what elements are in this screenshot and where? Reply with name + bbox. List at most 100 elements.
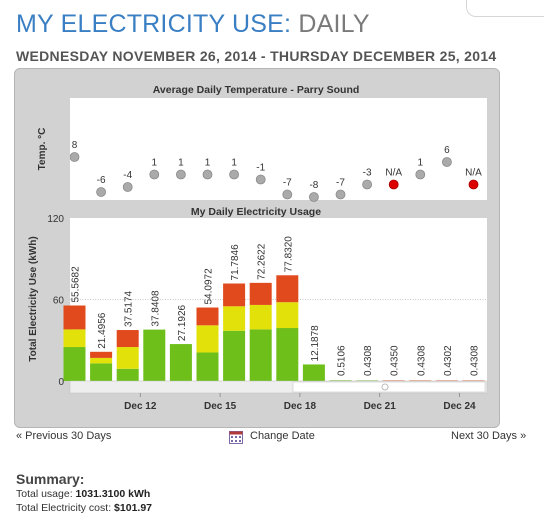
- summary-cost-value: $101.97: [114, 502, 153, 514]
- bar-segment: [90, 357, 113, 364]
- temperature-point: [335, 189, 346, 200]
- temperature-plot-area: [70, 98, 487, 200]
- bar-segment: [143, 329, 166, 381]
- charts-svg: Average Daily Temperature - Parry Sound 8…: [15, 84, 488, 412]
- temperature-point: [415, 169, 426, 180]
- bar-segment: [169, 344, 192, 381]
- bar-segment: [63, 329, 86, 348]
- page-title-main: MY ELECTRICITY USE:: [16, 10, 292, 38]
- temperature-point: [122, 182, 133, 192]
- bar-segment: [196, 325, 219, 353]
- electricity-y-axis-label: Total Electricity Use (kWh): [28, 236, 39, 361]
- temperature-value-label: 1: [152, 158, 158, 169]
- temperature-value-label: 6: [444, 145, 450, 156]
- bar-value-label: 21.4956: [97, 312, 108, 349]
- bar-value-label: 0.4308: [416, 345, 427, 376]
- temperature-value-label: -4: [123, 170, 132, 181]
- scrollbar-handle[interactable]: [293, 382, 485, 392]
- bar-segment: [249, 304, 272, 330]
- x-tick-label: Dec 24: [443, 401, 476, 412]
- bar-value-label: 0.4350: [390, 345, 401, 376]
- summary-usage-value: 1031.3100 kWh: [75, 488, 151, 500]
- bar-value-label: 54.0972: [204, 268, 215, 305]
- bar-value-label: 72.2622: [257, 243, 268, 280]
- y-tick-label: 60: [53, 296, 65, 307]
- temperature-value-label: -7: [336, 178, 345, 189]
- temperature-point: [175, 169, 186, 180]
- bar-value-label: 0.4302: [443, 345, 454, 376]
- scrollbar-thumb: [292, 381, 486, 393]
- summary-title: Summary:: [16, 471, 85, 487]
- temperature-point: [255, 174, 266, 185]
- bar-segment: [63, 305, 86, 330]
- summary-usage-label: Total usage:: [16, 488, 73, 500]
- previous-30-days-link[interactable]: « Previous 30 Days: [16, 430, 112, 442]
- bar-value-label: 37.8408: [150, 290, 161, 327]
- next-30-days-link[interactable]: Next 30 Days »: [451, 430, 527, 442]
- summary-usage: Total usage: 1031.3100 kWh: [16, 488, 150, 500]
- x-tick-label: Dec 21: [364, 401, 397, 412]
- temperature-value-label: N/A: [385, 168, 402, 179]
- temperature-value-label: -8: [309, 180, 318, 191]
- bar-segment: [329, 380, 352, 382]
- y-tick-label: 120: [47, 214, 64, 225]
- temperature-point: [308, 192, 319, 202]
- temperature-point: [96, 187, 106, 197]
- bar-value-label: 37.5174: [124, 290, 135, 327]
- bar-segment: [249, 282, 272, 305]
- temperature-chart-title: Average Daily Temperature - Parry Sound: [153, 84, 360, 96]
- bar-segment: [276, 302, 299, 329]
- scrollbar-grip-icon: [381, 383, 389, 391]
- temperature-value-label: -7: [283, 178, 292, 189]
- calendar-icon[interactable]: [229, 430, 243, 444]
- bar-value-label: 0.4308: [363, 345, 374, 376]
- temperature-value-label: N/A: [465, 168, 482, 179]
- bar-segment: [223, 330, 246, 381]
- temperature-y-axis-label: Temp. °C: [37, 128, 48, 171]
- bar-segment: [116, 330, 139, 348]
- temperature-point: [441, 157, 452, 167]
- temperature-point: [362, 179, 373, 190]
- temperature-value-label: 1: [418, 158, 424, 169]
- bar-value-label: 12.1878: [310, 325, 321, 362]
- temperature-point: [388, 179, 399, 190]
- bar-segment: [223, 283, 246, 307]
- bar-segment: [116, 347, 139, 369]
- temperature-point: [229, 169, 240, 180]
- change-date-link[interactable]: Change Date: [250, 430, 315, 442]
- bar-segment: [249, 329, 272, 381]
- temperature-value-label: 8: [72, 140, 78, 151]
- bar-segment: [90, 363, 113, 381]
- temperature-value-label: -6: [97, 175, 106, 186]
- temperature-value-label: 1: [231, 158, 237, 169]
- temperature-value-label: -3: [363, 168, 372, 179]
- bar-segment: [90, 351, 113, 358]
- bar-value-label: 55.5682: [71, 266, 82, 303]
- bar-value-label: 77.8320: [283, 236, 294, 273]
- summary-cost-label: Total Electricity cost:: [16, 502, 112, 514]
- temperature-point: [149, 169, 160, 180]
- bar-segment: [302, 364, 325, 381]
- temperature-left-margin: [15, 98, 70, 200]
- bar-segment: [276, 328, 299, 381]
- temperature-point: [69, 152, 80, 162]
- date-range: WEDNESDAY NOVEMBER 26, 2014 - THURSDAY D…: [16, 48, 497, 64]
- y-tick-label: 0: [58, 377, 64, 388]
- page-title-period: DAILY: [298, 10, 370, 38]
- bar-value-label: 71.7846: [230, 244, 241, 281]
- x-tick-label: Dec 18: [284, 401, 317, 412]
- summary-cost: Total Electricity cost: $101.97: [16, 502, 152, 514]
- bar-segment: [116, 368, 139, 381]
- bar-segment: [196, 352, 219, 381]
- temperature-point: [468, 179, 479, 190]
- page-title: MY ELECTRICITY USE: DAILY: [16, 10, 370, 39]
- bar-segment: [63, 347, 86, 381]
- corner-decoration: [466, 0, 544, 17]
- bar-segment: [223, 306, 246, 331]
- electricity-chart-title-overlay: My Daily Electricity Usage: [191, 206, 321, 218]
- temperature-value-label: 1: [178, 158, 184, 169]
- x-tick-label: Dec 12: [124, 401, 157, 412]
- bar-value-label: 0.4308: [470, 345, 481, 376]
- bar-segment: [276, 275, 299, 303]
- electricity-top-margin: [70, 204, 487, 218]
